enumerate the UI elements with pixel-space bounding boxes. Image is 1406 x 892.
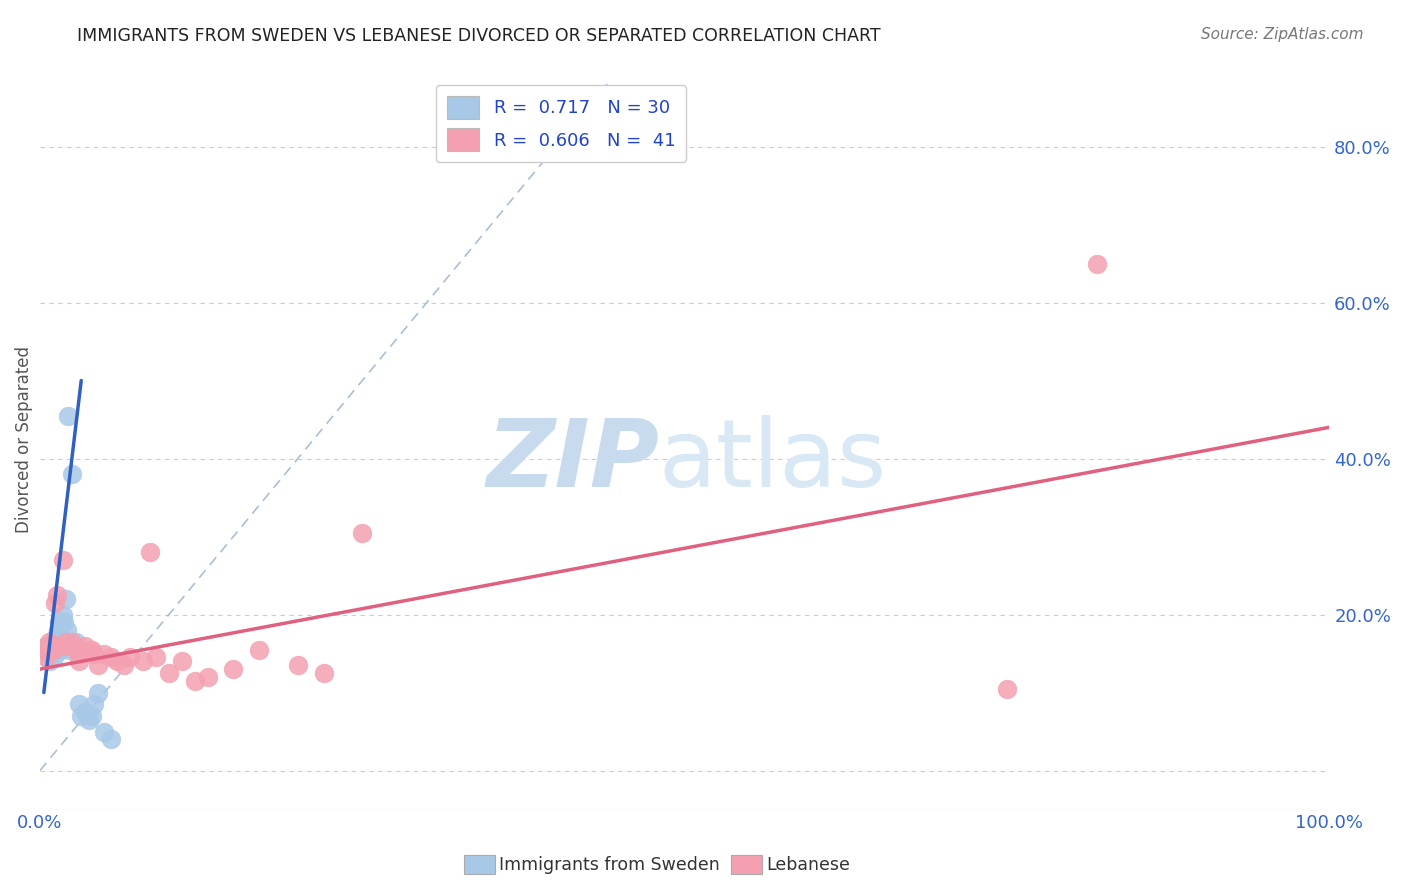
Point [65, 635, 87, 649]
Point [157, 666, 180, 681]
Point [1085, 256, 1108, 270]
Point [37, 639, 59, 653]
Point [35, 639, 58, 653]
Point [45, 639, 67, 653]
Y-axis label: Divorced or Separated: Divorced or Separated [15, 345, 32, 533]
Point [93, 724, 115, 739]
Point [55, 635, 77, 649]
Point [58, 409, 80, 423]
Point [39, 642, 62, 657]
Point [60, 467, 83, 482]
Point [52, 553, 75, 567]
Text: Lebanese: Lebanese [766, 856, 851, 874]
Point [52, 607, 75, 622]
Point [287, 658, 309, 673]
Point [42, 642, 65, 657]
Point [352, 525, 374, 540]
Point [145, 650, 167, 665]
Point [65, 642, 87, 657]
Point [37, 642, 59, 657]
Point [42, 642, 65, 657]
Text: Immigrants from Sweden: Immigrants from Sweden [499, 856, 720, 874]
Point [75, 705, 97, 719]
Text: IMMIGRANTS FROM SWEDEN VS LEBANESE DIVORCED OR SEPARATED CORRELATION CHART: IMMIGRANTS FROM SWEDEN VS LEBANESE DIVOR… [77, 27, 882, 45]
Point [49, 642, 72, 657]
Point [41, 639, 63, 653]
Point [87, 685, 110, 699]
Point [35, 650, 58, 665]
Text: atlas: atlas [659, 416, 887, 508]
Point [75, 639, 97, 653]
Point [87, 658, 110, 673]
Legend: R =  0.717   N = 30, R =  0.606   N =  41: R = 0.717 N = 30, R = 0.606 N = 41 [436, 85, 686, 162]
Point [100, 650, 122, 665]
Point [58, 639, 80, 653]
Point [80, 642, 103, 657]
Point [77, 713, 100, 727]
Point [39, 654, 62, 668]
Point [45, 588, 67, 602]
Point [80, 709, 103, 723]
Point [247, 642, 270, 657]
Point [138, 545, 160, 559]
Point [170, 654, 193, 668]
Point [48, 615, 70, 630]
Point [995, 681, 1018, 696]
Point [105, 654, 128, 668]
Point [112, 658, 135, 673]
Point [55, 591, 77, 606]
Point [120, 650, 142, 665]
Point [51, 631, 73, 645]
Point [77, 642, 100, 657]
Point [44, 631, 66, 645]
Point [38, 647, 60, 661]
Point [41, 639, 63, 653]
Point [83, 698, 105, 712]
Point [46, 623, 69, 637]
Point [59, 642, 82, 657]
Point [132, 654, 155, 668]
Point [197, 670, 219, 684]
Point [312, 666, 335, 681]
Point [67, 698, 90, 712]
Point [222, 662, 245, 676]
Point [56, 623, 79, 637]
Point [34, 642, 56, 657]
Point [83, 647, 105, 661]
Point [70, 642, 93, 657]
Point [183, 673, 205, 688]
Point [48, 639, 70, 653]
Text: Source: ZipAtlas.com: Source: ZipAtlas.com [1201, 27, 1364, 42]
Point [53, 615, 76, 630]
Point [70, 709, 93, 723]
Point [38, 635, 60, 649]
Point [44, 650, 66, 665]
Point [44, 596, 66, 610]
Point [67, 654, 90, 668]
Point [100, 732, 122, 747]
Point [93, 647, 115, 661]
Text: ZIP: ZIP [486, 416, 659, 508]
Point [60, 635, 83, 649]
